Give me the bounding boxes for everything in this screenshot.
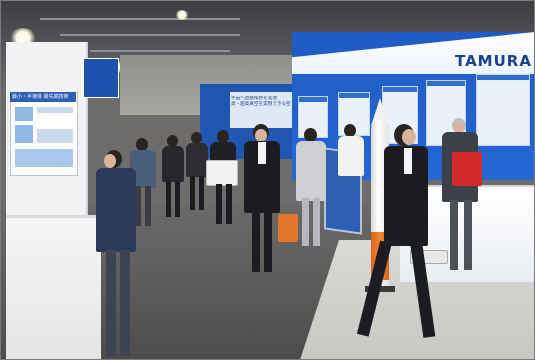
red-backpack bbox=[452, 152, 482, 186]
ceiling-light bbox=[175, 10, 189, 20]
poster-image bbox=[15, 107, 33, 121]
left-booth-poster bbox=[10, 92, 78, 176]
center-panel-subheading: 高・超高真空を実現できる空間 bbox=[231, 102, 291, 107]
poster-text-block bbox=[37, 129, 73, 143]
tamura-logo: TAMURA bbox=[455, 52, 532, 70]
center-booth-panel bbox=[230, 92, 292, 128]
booth-poster bbox=[476, 74, 530, 146]
ceiling-truss bbox=[60, 34, 240, 36]
left-poster-heading: 最小・半導体 最先端技術 bbox=[12, 94, 69, 100]
poster-text-block bbox=[37, 107, 73, 113]
distant-booth-sign bbox=[83, 58, 119, 98]
left-poster-header-bar bbox=[10, 92, 76, 102]
poster-image bbox=[15, 149, 73, 167]
orange-gift-bag bbox=[278, 214, 298, 242]
poster-image bbox=[15, 125, 33, 143]
left-booth-counter bbox=[6, 215, 101, 360]
shopping-bag bbox=[206, 160, 238, 186]
center-booth-panel-text: 宇宙へ直接排熱を実現 高・超高真空を実現できる空間 bbox=[231, 96, 291, 108]
center-panel-heading: 宇宙へ直接排熱を実現 bbox=[231, 96, 277, 101]
ceiling-truss bbox=[90, 50, 230, 52]
ceiling-truss bbox=[40, 18, 240, 20]
